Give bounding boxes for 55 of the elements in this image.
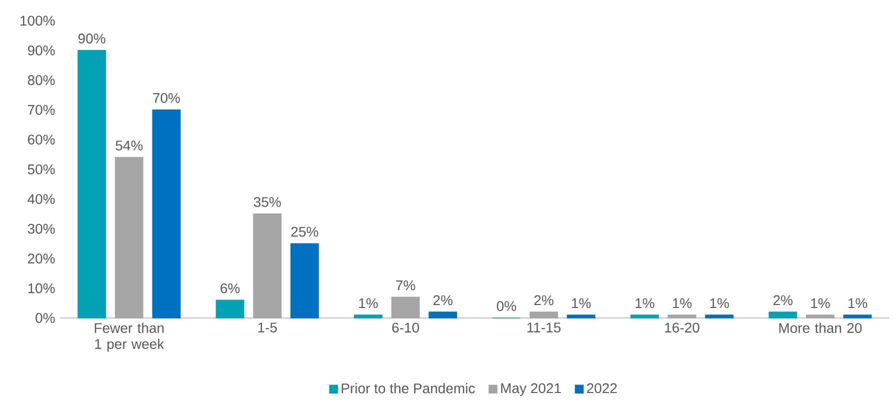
x-tick-label: Fewer than 1 per week [94,322,164,352]
y-tick-label: 0% [36,313,55,323]
data-label: 1% [572,298,591,308]
bar [705,314,734,318]
data-label: 2% [773,295,792,306]
bar [806,314,834,318]
data-label: 70% [153,93,180,103]
y-tick-label: 100% [20,16,55,26]
x-tick-label: 1-5 [258,322,277,332]
bar [768,312,798,318]
y-tick-label: 10% [28,283,55,294]
bar [253,214,282,318]
legend-label: 2022 [587,383,617,394]
data-label: 54% [116,140,143,151]
data-label: 1% [848,298,868,308]
bar [668,314,696,318]
bar [566,314,596,318]
x-tick-label: 11-15 [527,322,561,332]
data-label: 35% [254,197,281,207]
bar [843,314,872,318]
y-tick-label: 50% [28,164,55,174]
x-tick-label: 16-20 [665,322,700,333]
bar [354,314,382,318]
data-label: 0% [496,301,516,312]
legend-label: May 2021 [501,383,561,396]
x-tick-label: More than 20 [779,322,862,333]
y-tick-label: 90% [28,45,55,56]
data-label: 2% [433,295,452,306]
data-label: 1% [359,298,378,308]
legend-label: Prior to the Pandemic [342,383,475,394]
bar [152,109,181,318]
bar [216,300,244,318]
bar [78,50,106,318]
y-tick-label: 20% [28,254,55,264]
y-tick-label: 80% [28,75,55,86]
y-tick-label: 70% [28,104,55,115]
data-label: 25% [291,226,318,237]
x-tick-label: 6-10 [392,322,420,333]
bar [391,296,420,318]
data-label: 7% [396,280,416,290]
bar [290,243,319,318]
bar [114,157,144,318]
data-label: 6% [220,283,240,294]
y-tick-label: 60% [28,134,55,145]
bar [428,312,458,318]
bar [630,314,659,318]
data-label: 1% [672,298,692,308]
data-label: 90% [78,34,106,44]
data-label: 1% [710,298,729,308]
y-tick-label: 40% [28,194,55,204]
data-label: 2% [534,295,554,306]
data-label: 1% [636,298,654,308]
y-tick-label: 30% [28,224,55,234]
data-label: 1% [811,298,830,308]
bar [530,312,558,318]
